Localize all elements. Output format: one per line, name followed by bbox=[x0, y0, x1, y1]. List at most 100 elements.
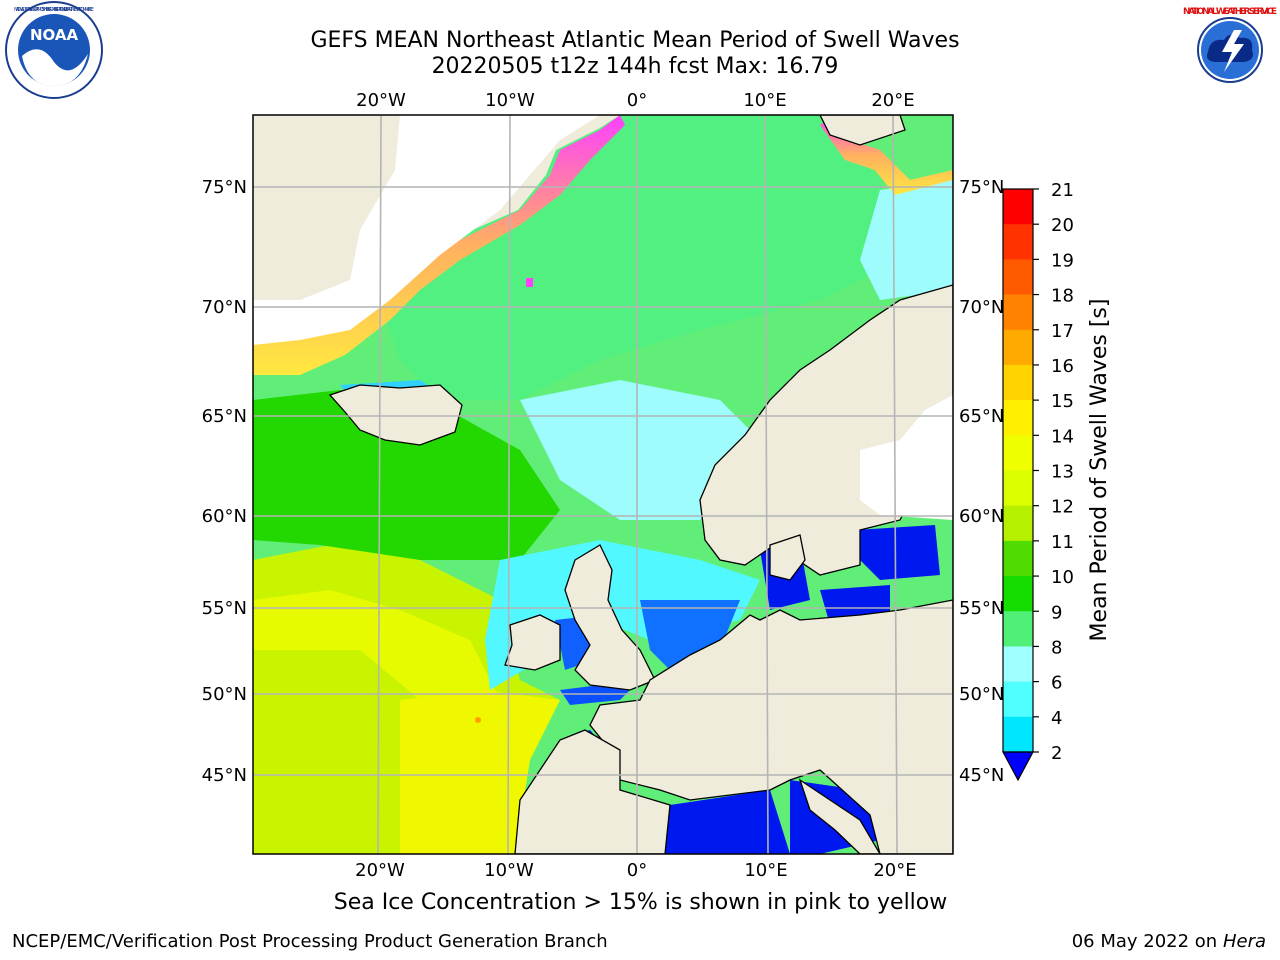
swell-max-spot bbox=[475, 717, 481, 723]
lat-label-right: 75°N bbox=[959, 177, 1004, 198]
swell-zone-14 bbox=[253, 590, 500, 730]
land-greenland-ice bbox=[253, 115, 620, 338]
noaa-logo: NOAA NATIONAL OCEANIC AND ATMOSPHERIC AD… bbox=[5, 1, 103, 99]
footer-date: 06 May 2022 on Hera bbox=[1072, 931, 1266, 952]
colorbar-bin bbox=[1003, 224, 1033, 260]
colorbar-tick-label: 14 bbox=[1051, 426, 1074, 447]
lon-labels-bottom: 20°W 10°W 0° 10°E 20°E bbox=[355, 860, 916, 881]
land-continental-europe bbox=[589, 599, 953, 854]
colorbar-bin bbox=[1003, 400, 1033, 436]
colorbar: 21 20 19 18 17 16 15 14 13 12 11 10 9 8 6 4 2 bbox=[1001, 180, 1074, 782]
lon-label-top: 0° bbox=[627, 90, 647, 111]
swell-zone-kattegat bbox=[760, 545, 810, 610]
swell-zone-baltic-south bbox=[820, 585, 890, 625]
colorbar-tick-label: 4 bbox=[1051, 708, 1062, 729]
land-great-britain bbox=[564, 544, 656, 691]
swell-zone-irishsea bbox=[555, 615, 600, 670]
lat-label-right: 45°N bbox=[959, 765, 1004, 786]
lat-labels-left: 75°N 70°N 65°N 60°N 55°N 50°N 45°N bbox=[202, 177, 247, 786]
lat-label-right: 70°N bbox=[959, 297, 1004, 318]
sea-ice-svalbard bbox=[820, 115, 953, 195]
chart-subtitle: 20220505 t12z 144h fcst Max: 16.79 bbox=[431, 54, 839, 79]
land-greenland-white bbox=[253, 115, 600, 345]
colorbar-tick-label: 17 bbox=[1051, 321, 1074, 342]
footer-date-text: 06 May 2022 on bbox=[1071, 931, 1218, 952]
colorbar-tick-label: 10 bbox=[1051, 567, 1074, 588]
colorbar-tick-label: 13 bbox=[1051, 462, 1074, 483]
lat-label-left: 50°N bbox=[202, 684, 247, 705]
colorbar-tick-label: 21 bbox=[1051, 180, 1074, 201]
swell-zone-biscay bbox=[525, 730, 620, 800]
colorbar-tick-label: 15 bbox=[1051, 391, 1074, 412]
colorbar-tick-label: 19 bbox=[1051, 250, 1074, 271]
sea-ice-greenland bbox=[253, 115, 625, 375]
colorbar-bin bbox=[1003, 505, 1033, 542]
lon-labels-top: 20°W 10°W 0° 10°E 20°E bbox=[356, 90, 914, 111]
colorbar-tick-label: 6 bbox=[1051, 673, 1062, 694]
footer-machine: Hera bbox=[1222, 931, 1266, 952]
lat-label-left: 70°N bbox=[202, 297, 247, 318]
colorbar-bin bbox=[1003, 329, 1033, 366]
lon-label-bottom: 10°E bbox=[744, 860, 787, 881]
map-frame bbox=[252, 114, 954, 855]
colorbar-bin bbox=[1003, 435, 1033, 471]
colorbar-bin bbox=[1003, 646, 1033, 683]
colorbar-bin bbox=[1003, 576, 1033, 612]
colorbar-frame bbox=[1002, 188, 1034, 753]
lat-label-left: 55°N bbox=[202, 598, 247, 619]
lon-label-bottom: 20°E bbox=[873, 860, 916, 881]
lon-label-bottom: 0° bbox=[627, 860, 647, 881]
swell-zone-mediterranean-west bbox=[665, 790, 790, 854]
colorbar-bin bbox=[1003, 681, 1033, 718]
colorbar-bin bbox=[1003, 611, 1033, 647]
swell-zone-2-southernnorthsea bbox=[640, 600, 740, 680]
swell-zone-9 bbox=[380, 115, 900, 400]
colorbar-bin bbox=[1003, 470, 1033, 507]
swell-zone-8-barents bbox=[860, 180, 953, 300]
land-scandinavia bbox=[699, 284, 953, 576]
lon-label-top: 10°E bbox=[743, 90, 786, 111]
colorbar-bin bbox=[1003, 716, 1033, 753]
land-greenland-coast bbox=[253, 115, 400, 300]
colorbar-bin bbox=[1003, 294, 1033, 331]
colorbar-tick-label: 20 bbox=[1051, 215, 1074, 236]
colorbar-bin bbox=[1003, 189, 1033, 225]
land-gulf-of-bothnia-ice bbox=[860, 395, 953, 520]
lat-label-left: 45°N bbox=[202, 765, 247, 786]
colorbar-tick-label: 16 bbox=[1051, 356, 1074, 377]
land-ireland bbox=[504, 614, 561, 671]
colorbar-bin bbox=[1003, 364, 1033, 401]
noaa-logo-text: NOAA bbox=[30, 26, 79, 44]
colorbar-tick-label: 18 bbox=[1051, 286, 1074, 307]
lon-label-top: 20°W bbox=[356, 90, 406, 111]
lat-labels-right: 75°N 70°N 65°N 60°N 55°N 50°N 45°N bbox=[959, 177, 1004, 786]
lat-label-right: 65°N bbox=[959, 406, 1004, 427]
colorbar-tick-label: 12 bbox=[1051, 497, 1074, 518]
swell-zone-15 bbox=[400, 690, 560, 854]
map-area bbox=[253, 115, 953, 854]
colorbar-tick-label: 9 bbox=[1051, 602, 1062, 623]
colorbar-tick-label: 11 bbox=[1051, 532, 1074, 553]
noaa-ring-text: NATIONAL OCEANIC AND ATMOSPHERIC ADMINIS… bbox=[14, 7, 94, 13]
footer-credit: NCEP/EMC/Verification Post Processing Pr… bbox=[12, 931, 608, 952]
colorbar-tick-label: 2 bbox=[1051, 743, 1062, 764]
lat-label-right: 50°N bbox=[959, 684, 1004, 705]
colorbar-bin bbox=[1003, 540, 1033, 577]
swell-zone-8-norway bbox=[520, 380, 760, 520]
land-denmark bbox=[769, 534, 806, 581]
sea-ice-note: Sea Ice Concentration > 15% is shown in … bbox=[333, 890, 948, 915]
lon-label-top: 20°E bbox=[871, 90, 914, 111]
swell-zone-10-11 bbox=[253, 390, 560, 560]
land-italy bbox=[798, 778, 881, 854]
lon-label-bottom: 20°W bbox=[355, 860, 405, 881]
swell-zone-6-northsea bbox=[485, 540, 760, 690]
lon-label-bottom: 10°W bbox=[484, 860, 534, 881]
sea-ice-janmayen bbox=[526, 278, 533, 287]
swell-zone-baltic-north bbox=[855, 525, 940, 580]
lat-label-left: 75°N bbox=[202, 177, 247, 198]
colorbar-label: Mean Period of Swell Waves [s] bbox=[1087, 299, 1112, 642]
colorbar-tick-label: 8 bbox=[1051, 637, 1062, 658]
land-iceland bbox=[328, 384, 463, 446]
colorbar-bin bbox=[1003, 259, 1033, 296]
